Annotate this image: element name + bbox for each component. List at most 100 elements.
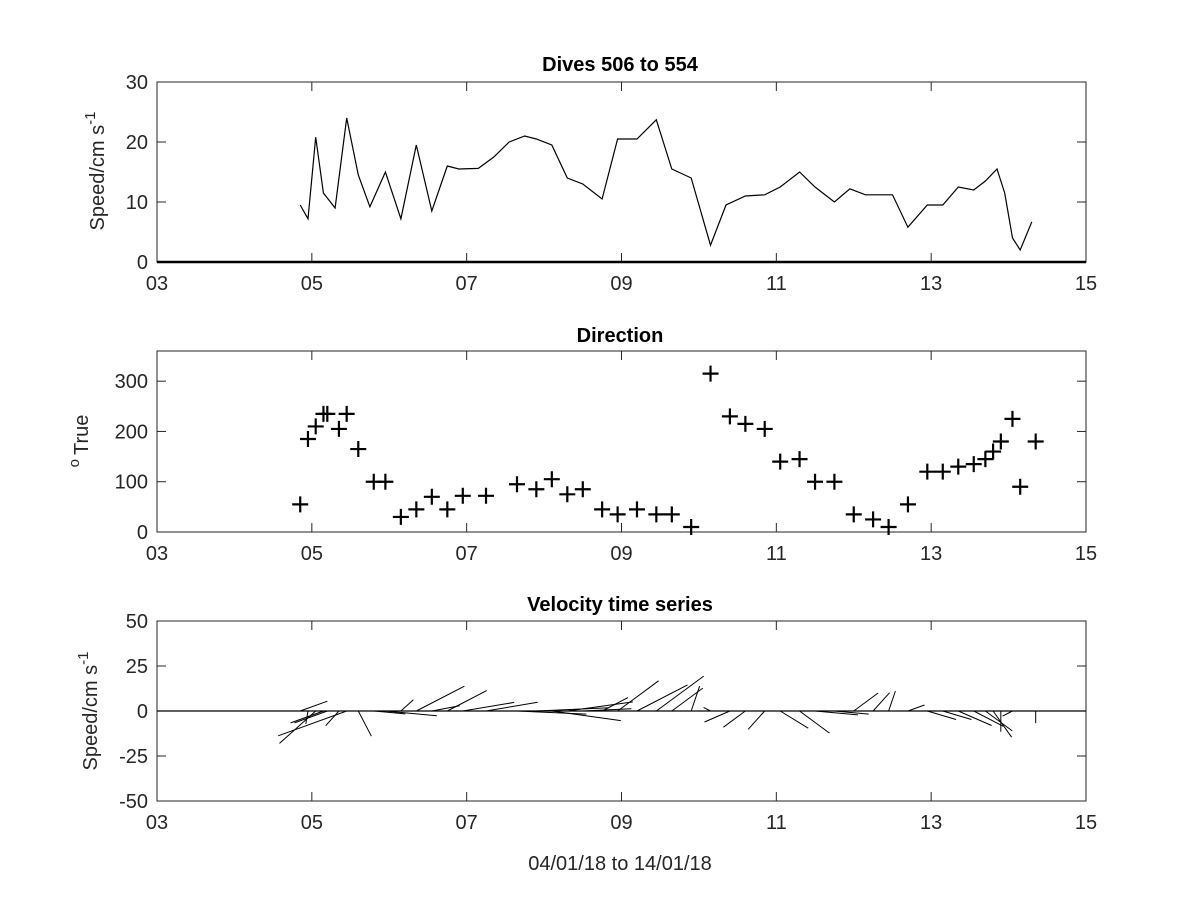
velocity-stick — [636, 684, 688, 712]
velocity-ytick-label: 0 — [137, 701, 148, 723]
velocity-stick — [400, 699, 414, 712]
velocity-stick — [927, 710, 957, 720]
direction-point — [1004, 410, 1021, 427]
svg-text:Speed/cm s-1: Speed/cm s-1 — [82, 112, 109, 231]
velocity-stick — [385, 710, 437, 717]
velocity-stick — [567, 701, 633, 712]
direction-point — [1027, 433, 1044, 450]
speed-xtick-label: 11 — [766, 273, 787, 295]
direction-xtick-label: 11 — [766, 543, 787, 565]
speed-series-line — [299, 117, 1033, 252]
velocity-xtick-label: 05 — [301, 812, 323, 834]
direction-point — [299, 430, 316, 447]
speed-ytick-label: 10 — [126, 192, 148, 214]
speed-xtick-label: 15 — [1075, 273, 1097, 295]
direction-point — [934, 463, 951, 480]
velocity-stick — [416, 685, 465, 712]
velocity-stick — [907, 704, 925, 712]
velocity-panel: Velocity time series Speed/cm s-1 04/01/… — [75, 594, 1097, 875]
direction-point — [423, 488, 440, 505]
velocity-stick — [872, 692, 890, 712]
direction-point — [950, 458, 967, 475]
direction-xtick-label: 13 — [920, 543, 942, 565]
velocity-panel-xlabel: 04/01/18 to 14/01/18 — [528, 853, 712, 875]
velocity-ytick-label: 50 — [126, 611, 148, 633]
direction-point — [899, 496, 916, 513]
direction-point — [559, 486, 576, 503]
speed-ylabel-text: Speed/cm s — [87, 125, 109, 231]
direction-point — [756, 420, 773, 437]
velocity-stick — [294, 710, 328, 724]
speed-panel-title: Dives 506 to 554 — [542, 54, 699, 76]
velocity-xtick-label: 13 — [920, 812, 942, 834]
direction-point — [977, 451, 994, 468]
velocity-stick — [814, 710, 858, 716]
velocity-ylabel-superscript: -1 — [75, 652, 92, 665]
direction-point — [683, 518, 700, 535]
direction-point — [350, 441, 367, 458]
direction-point — [319, 405, 336, 422]
speed-ytick-label: 20 — [126, 132, 148, 154]
velocity-panel-title: Velocity time series — [527, 594, 713, 616]
velocity-stick — [853, 692, 879, 712]
velocity-stick — [973, 710, 1004, 727]
velocity-xtick-label: 03 — [146, 812, 168, 834]
direction-point — [648, 506, 665, 523]
speed-ytick-label: 30 — [126, 72, 148, 94]
speed-xtick-label: 09 — [610, 273, 632, 295]
velocity-stick — [704, 710, 731, 723]
velocity-stick — [723, 710, 746, 728]
direction-ytick-label: 300 — [115, 371, 148, 393]
speed-xtick-label: 03 — [146, 273, 168, 295]
direction-panel: Direction o True 03 05 07 09 11 13 15 0 100 200 300 — [66, 325, 1097, 565]
velocity-stick — [617, 680, 659, 712]
direction-point — [791, 451, 808, 468]
velocity-stick — [656, 675, 704, 712]
direction-point — [439, 501, 456, 518]
velocity-ylabel-text: Speed/cm s — [80, 665, 102, 771]
direction-point — [594, 501, 611, 518]
direction-point — [702, 365, 719, 382]
direction-point — [307, 418, 324, 435]
velocity-stick — [373, 710, 406, 715]
speed-panel-ylabel: Speed/cm s-1 — [82, 112, 109, 231]
velocity-stick — [690, 686, 701, 712]
direction-point — [528, 481, 545, 498]
direction-point — [338, 405, 355, 422]
speed-ylabel-superscript: -1 — [82, 112, 99, 125]
direction-point — [919, 463, 936, 480]
direction-point — [845, 506, 862, 523]
direction-point — [609, 506, 626, 523]
direction-point — [408, 501, 425, 518]
velocity-stick — [582, 708, 632, 712]
svg-text:oTrue: o True — [66, 415, 93, 468]
velocity-stick — [278, 710, 347, 737]
direction-point — [574, 481, 591, 498]
direction-point — [826, 473, 843, 490]
direction-point — [721, 408, 738, 425]
velocity-ytick-label: -25 — [119, 746, 148, 768]
velocity-stick — [462, 701, 515, 712]
velocity-panel-ylabel: Speed/cm s-1 — [75, 652, 102, 771]
velocity-stick — [942, 710, 972, 720]
svg-text:Speed/cm s-1: Speed/cm s-1 — [75, 652, 102, 771]
velocity-stick — [290, 710, 324, 724]
speed-panel: Dives 506 to 554 Speed/cm s-1 03 05 07 09 11… — [82, 54, 1097, 295]
direction-ytick-label: 100 — [115, 472, 148, 494]
velocity-ytick-label: 25 — [126, 656, 148, 678]
velocity-stick — [325, 710, 340, 727]
speed-ytick-label: 0 — [137, 252, 148, 274]
direction-point — [880, 518, 897, 535]
velocity-stick — [447, 690, 487, 712]
direction-ylabel-superscript: o — [66, 459, 83, 467]
direction-point — [377, 473, 394, 490]
direction-panel-title: Direction — [577, 325, 664, 347]
velocity-stick — [1002, 710, 1013, 717]
speed-xtick-label: 05 — [301, 273, 323, 295]
direction-ylabel-text: True — [71, 415, 93, 455]
velocity-stick — [834, 710, 869, 715]
direction-xtick-label: 09 — [610, 543, 632, 565]
velocity-xtick-label: 11 — [766, 812, 787, 834]
direction-point — [737, 415, 754, 432]
